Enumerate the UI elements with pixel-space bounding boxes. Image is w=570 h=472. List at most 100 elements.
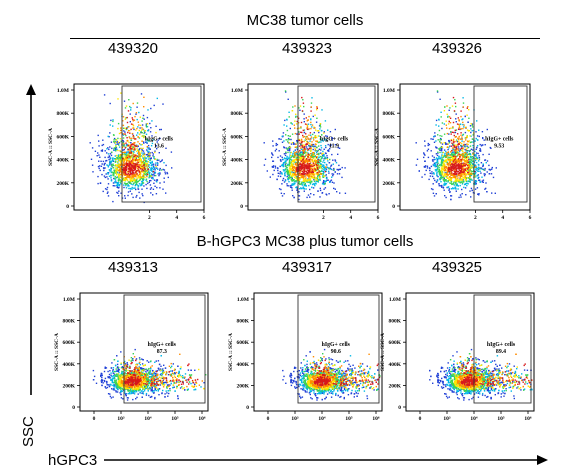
x-tick-label: 0 (93, 416, 96, 422)
gate-rect (123, 294, 206, 404)
bottom-group-title: B-hGPC3 MC38 plus tumor cells (196, 233, 414, 250)
gate-percentage: 9.53 (494, 144, 504, 150)
gate-rect (297, 294, 380, 404)
y-tick-label: 0 (72, 405, 75, 411)
x-tick-label: 10⁶ (198, 416, 206, 422)
x-tick-label: 4 (501, 215, 504, 221)
gate-label: hIgG+ cells (322, 342, 351, 348)
y-tick-label: 600K (230, 134, 243, 140)
x-tick-label: 4 (175, 215, 178, 221)
x-tick-label: 6 (203, 215, 206, 221)
y-tick-label: 400K (56, 158, 69, 164)
x-tick-label: 4 (349, 215, 352, 221)
y-tick-label: 0 (66, 204, 69, 210)
y-tick-label: 200K (230, 181, 243, 187)
x-tick-label: 0 (419, 416, 422, 422)
plot-frame (73, 83, 205, 211)
gate-rect (473, 294, 532, 404)
y-tick-label: 1.0M (63, 297, 76, 303)
x-tick-label: 10⁶ (372, 416, 380, 422)
x-tick-label: 10⁵ (345, 416, 353, 422)
gate-rect (297, 85, 376, 203)
y-tick-label: 600K (388, 340, 401, 346)
y-tick-label: 1.0M (57, 88, 70, 94)
sample-label-439317: 439317 (281, 259, 333, 276)
y-axis-label: SSC-A :: SSC-A (228, 333, 234, 371)
y-tick-label: 200K (236, 383, 249, 389)
x-tick-label: 10⁴ (144, 416, 152, 422)
gate-percentage: 90.6 (331, 349, 341, 355)
y-tick-label: 800K (230, 111, 243, 117)
y-tick-label: 600K (56, 134, 69, 140)
sample-label-439325: 439325 (431, 259, 483, 276)
x-axis-arrow (104, 455, 548, 465)
density-points (263, 90, 347, 201)
top-group-separator (70, 38, 540, 39)
y-tick-label: 0 (240, 204, 243, 210)
sample-label-439313: 439313 (107, 259, 159, 276)
y-tick-label: 800K (388, 319, 401, 325)
x-tick-label: 2 (474, 215, 477, 221)
gate-percentage: 89.4 (496, 349, 506, 355)
y-tick-label: 0 (392, 204, 395, 210)
y-tick-label: 600K (382, 134, 395, 140)
x-tick-label: 10⁵ (171, 416, 179, 422)
gate-label: hIgG+ cells (148, 342, 177, 348)
gate-label: hIgG+ cells (145, 137, 174, 143)
gate-rect (473, 85, 528, 203)
y-tick-label: 400K (388, 362, 401, 368)
x-tick-label: 10³ (443, 416, 451, 422)
bottom-group-separator (70, 257, 540, 258)
y-tick-label: 400K (236, 362, 249, 368)
density-points (282, 348, 381, 401)
y-tick-label: 800K (382, 111, 395, 117)
x-tick-label: 6 (377, 215, 380, 221)
y-tick-label: 600K (62, 340, 75, 346)
x-tick-label: 10⁵ (497, 416, 505, 422)
y-tick-label: 1.0M (231, 88, 244, 94)
y-tick-label: 200K (56, 181, 69, 187)
gate-percentage: 13.6 (154, 144, 164, 150)
x-tick-label: 2 (322, 215, 325, 221)
y-tick-label: 600K (236, 340, 249, 346)
y-tick-label: 0 (246, 405, 249, 411)
gate-percentage: 11.9 (329, 144, 339, 150)
y-tick-label: 200K (388, 383, 401, 389)
gate-percentage: 87.3 (157, 349, 167, 355)
y-axis-arrow (26, 84, 36, 395)
y-tick-label: 1.0M (237, 297, 250, 303)
y-axis-label: SSC-A :: SSC-A (374, 128, 380, 166)
x-tick-label: 10³ (117, 416, 125, 422)
gate-label: hIgG+ cells (485, 137, 514, 143)
x-tick-label: 10³ (291, 416, 299, 422)
x-tick-label: 10⁴ (470, 416, 478, 422)
density-points (415, 90, 497, 201)
density-points (92, 348, 207, 401)
sample-label-439320: 439320 (107, 40, 159, 57)
gate-rect (121, 85, 202, 203)
y-tick-label: 400K (62, 362, 75, 368)
y-tick-label: 800K (236, 319, 249, 325)
y-tick-label: 1.0M (383, 88, 396, 94)
y-tick-label: 1.0M (389, 297, 402, 303)
sample-label-439326: 439326 (431, 40, 483, 57)
y-tick-label: 0 (398, 405, 401, 411)
gate-label: hIgG+ cells (320, 137, 349, 143)
y-tick-label: 200K (62, 383, 75, 389)
x-tick-label: 10⁴ (318, 416, 326, 422)
density-points (89, 92, 173, 204)
density-points (429, 348, 533, 401)
x-tick-label: 0 (267, 416, 270, 422)
x-tick-label: 6 (529, 215, 532, 221)
x-tick-label: 10⁶ (524, 416, 532, 422)
y-tick-label: 800K (56, 111, 69, 117)
y-tick-label: 200K (382, 181, 395, 187)
y-axis-label: SSC-A :: SSC-A (380, 333, 386, 371)
